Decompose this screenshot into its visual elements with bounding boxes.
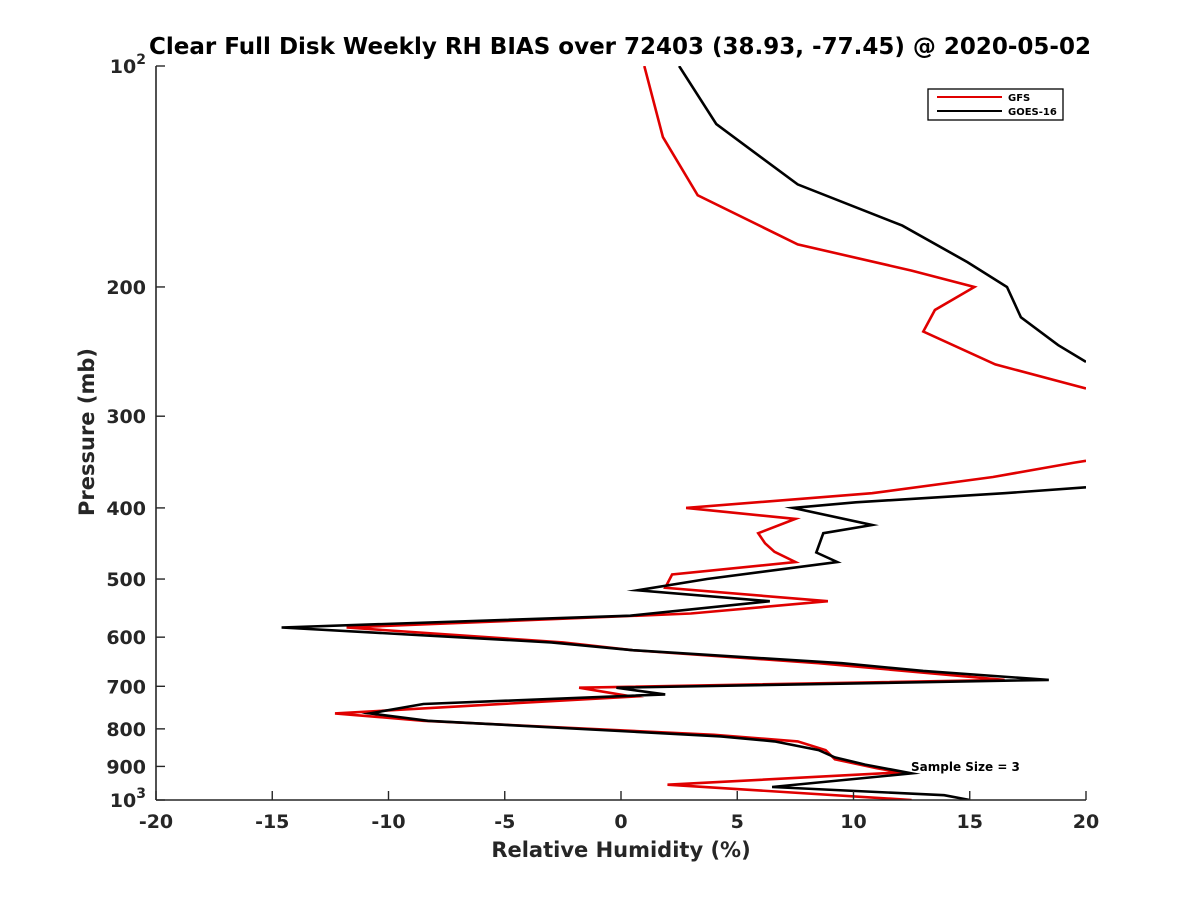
y-tick-label: 200 <box>106 277 146 299</box>
series-layer <box>281 66 1086 800</box>
x-tick-label: 20 <box>1073 811 1099 833</box>
series-line-gfs-segment-0 <box>643 66 1086 390</box>
series-line-goes16-segment-1 <box>281 486 1086 800</box>
x-tick-label: -5 <box>494 811 515 833</box>
y-tick-label: 900 <box>106 756 146 778</box>
y-tick-label: 700 <box>106 676 146 698</box>
y-tick-label: 400 <box>106 498 146 520</box>
series-line-gfs-segment-1 <box>334 459 1086 800</box>
x-tick-label: -20 <box>139 811 173 833</box>
plot-area: -20 -15 -10 -5 0 5 10 15 20 102 200 300 400 500 600 70… <box>106 52 1099 833</box>
x-tick-label: 10 <box>840 811 866 833</box>
y-tick-label: 300 <box>106 406 146 428</box>
x-tick-label: 15 <box>957 811 983 833</box>
y-axis-label: Pressure (mb) <box>75 348 99 516</box>
legend-box <box>927 88 1064 121</box>
legend: GFS GOES-16 <box>927 88 1064 121</box>
chart-title: Clear Full Disk Weekly RH BIAS over 7240… <box>149 34 1091 60</box>
legend-label-goes16: GOES-16 <box>1008 107 1057 118</box>
x-tick-label: -10 <box>371 811 405 833</box>
x-axis-label: Relative Humidity (%) <box>491 838 750 862</box>
series-line-goes16-segment-0 <box>678 66 1086 364</box>
y-tick-label: 500 <box>106 569 146 591</box>
y-tick-label: 102 <box>110 52 146 78</box>
x-tick-label: 0 <box>614 811 627 833</box>
x-tick-label: -15 <box>255 811 289 833</box>
legend-label-gfs: GFS <box>1008 93 1030 104</box>
y-tick-label: 800 <box>106 719 146 741</box>
y-tick-label: 600 <box>106 627 146 649</box>
sample-size-annotation: Sample Size = 3 <box>911 760 1020 774</box>
x-tick-label: 5 <box>731 811 744 833</box>
y-tick-label: 103 <box>110 786 146 812</box>
x-axis-ticks: -20 -15 -10 -5 0 5 10 15 20 <box>139 791 1099 833</box>
